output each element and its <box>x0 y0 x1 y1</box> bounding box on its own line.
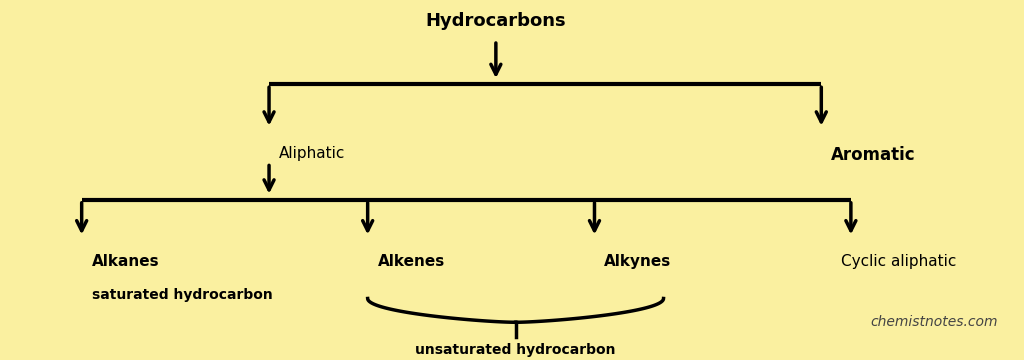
Text: Aliphatic: Aliphatic <box>279 145 345 161</box>
Text: unsaturated hydrocarbon: unsaturated hydrocarbon <box>416 343 615 357</box>
Text: Alkenes: Alkenes <box>378 254 444 269</box>
Text: Aromatic: Aromatic <box>831 145 915 163</box>
Text: Alkynes: Alkynes <box>604 254 672 269</box>
Text: Hydrocarbons: Hydrocarbons <box>426 12 566 30</box>
Text: Cyclic aliphatic: Cyclic aliphatic <box>841 254 956 269</box>
Text: Alkanes: Alkanes <box>91 254 159 269</box>
Text: chemistnotes.com: chemistnotes.com <box>870 315 998 329</box>
Text: saturated hydrocarbon: saturated hydrocarbon <box>91 288 272 302</box>
